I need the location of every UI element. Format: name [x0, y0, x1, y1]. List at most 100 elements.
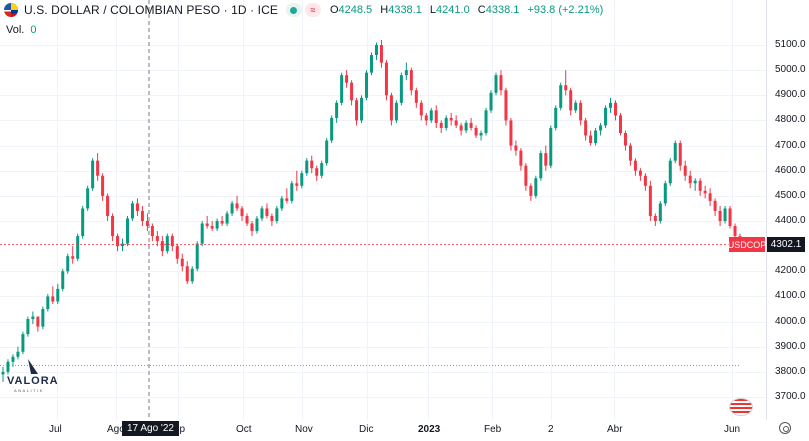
- candle-body: [235, 203, 239, 209]
- candle-body: [41, 309, 45, 327]
- candle-body: [260, 208, 264, 219]
- candle-body: [200, 223, 204, 244]
- candle-body: [474, 127, 478, 136]
- time-tick-label: Abr: [607, 424, 623, 435]
- time-tick-label: Jun: [724, 424, 741, 435]
- currency-flag-icon: [4, 3, 18, 17]
- volume-readout: Vol. 0: [6, 24, 37, 36]
- candle-body: [220, 221, 224, 224]
- candle-body: [81, 208, 85, 237]
- candle-body: [270, 215, 274, 221]
- candle-body: [394, 102, 398, 121]
- candle-body: [564, 85, 568, 91]
- candle-body: [464, 122, 468, 131]
- price-tick-label: 4400.0: [775, 215, 806, 226]
- candle-body: [170, 236, 174, 247]
- candle-body: [668, 160, 672, 184]
- candle-body: [673, 143, 677, 161]
- candle-body: [688, 175, 692, 184]
- candle-body: [529, 185, 533, 196]
- time-tick-label: Feb: [484, 424, 502, 435]
- candle-body: [514, 145, 518, 151]
- candle-body: [594, 130, 598, 144]
- candle-body: [713, 200, 717, 211]
- candle-body: [360, 97, 364, 121]
- last-price-symbol-tag: USDCOP: [728, 237, 766, 252]
- candle-body: [658, 203, 662, 221]
- candle-body: [11, 356, 15, 362]
- candle-body: [330, 117, 334, 141]
- candle-body: [91, 160, 95, 189]
- candle-body: [1, 371, 5, 375]
- candle-body: [295, 183, 299, 186]
- candle-body: [663, 183, 667, 204]
- price-tick-label: 5100.0: [775, 39, 806, 50]
- time-tick-label: 2023: [418, 424, 441, 435]
- candle-body: [210, 226, 214, 229]
- candle-body: [519, 150, 523, 166]
- candle-body: [399, 75, 403, 103]
- candle-body: [125, 218, 129, 244]
- candle-body: [424, 115, 428, 121]
- data-status-icon[interactable]: ≈: [304, 3, 321, 17]
- candle-body: [145, 221, 149, 227]
- logo-name: VALORA: [7, 375, 59, 387]
- candle-body: [106, 195, 110, 216]
- candle-body: [539, 153, 543, 179]
- candle-body: [111, 215, 115, 237]
- ohlc-readout: O4248.5 H4338.1 L4241.0 C4338.1 +93.8 (+…: [329, 4, 604, 16]
- candle-body: [345, 75, 349, 83]
- time-tick-label: Nov: [295, 424, 313, 435]
- candle-body: [489, 92, 493, 111]
- symbol-title[interactable]: U.S. DOLLAR / COLOMBIAN PESO · 1D · ICE: [24, 3, 278, 17]
- candle-body: [190, 268, 194, 282]
- candle-body: [454, 120, 458, 126]
- candle-body: [61, 271, 65, 289]
- candle-body: [225, 213, 229, 224]
- candle-body: [66, 256, 70, 272]
- price-tick-label: 5000.0: [775, 64, 806, 76]
- candle-body: [638, 170, 642, 176]
- chart-header: U.S. DOLLAR / COLOMBIAN PESO · 1D · ICE …: [4, 3, 608, 17]
- candle-body: [439, 122, 443, 128]
- candle-body: [479, 133, 483, 136]
- us-flag-icon[interactable]: [729, 398, 753, 416]
- candle-body: [494, 75, 498, 93]
- candle-body: [693, 180, 697, 184]
- candle-body: [310, 160, 314, 169]
- candle-body: [215, 221, 219, 229]
- candle-body: [160, 241, 164, 252]
- candle-body: [419, 102, 423, 116]
- candle-body: [698, 180, 702, 191]
- candle-body: [135, 203, 139, 211]
- candle-body: [469, 122, 473, 128]
- price-tick-label: 4500.0: [775, 189, 806, 201]
- candle-body: [584, 120, 588, 136]
- candle-body: [155, 236, 159, 242]
- candle-body: [653, 215, 657, 221]
- time-tick-label: Jul: [49, 424, 62, 435]
- candle-body: [559, 85, 563, 108]
- candle-body: [429, 110, 433, 121]
- candle-body: [116, 236, 120, 247]
- candle-body: [250, 223, 254, 232]
- candle-body: [265, 208, 269, 216]
- candle-body: [51, 296, 55, 302]
- market-status-icon[interactable]: [285, 3, 302, 17]
- price-tick-label: 4900.0: [775, 89, 806, 101]
- price-tick-label: 3900.0: [775, 340, 806, 352]
- candle-body: [240, 208, 244, 216]
- time-tick-label: Ago: [107, 424, 125, 435]
- candle-body: [579, 102, 583, 121]
- candle-body: [504, 90, 508, 121]
- candle-body: [384, 62, 388, 96]
- valora-logo-icon: [28, 359, 38, 374]
- candle-body: [728, 208, 732, 227]
- candle-body: [290, 183, 294, 201]
- candle-body: [484, 110, 488, 133]
- candle-body: [604, 107, 608, 126]
- price-tick-label: 4800.0: [775, 114, 806, 126]
- settings-icon[interactable]: [779, 422, 791, 434]
- candle-body: [76, 236, 80, 259]
